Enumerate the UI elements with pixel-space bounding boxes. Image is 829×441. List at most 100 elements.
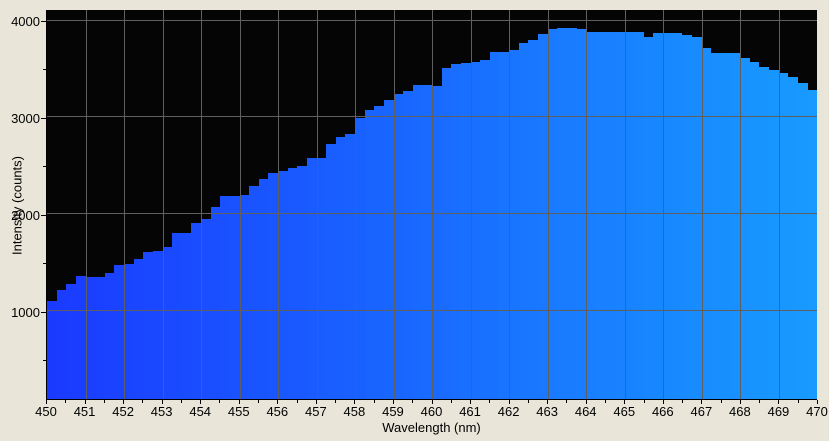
spectrum-bar	[663, 32, 673, 399]
x-minor-tick	[103, 400, 105, 403]
spectrum-bar	[634, 31, 644, 399]
spectrum-bar	[749, 62, 760, 399]
y-major-tick	[41, 311, 46, 313]
x-tick-label: 460	[420, 404, 443, 419]
vertical-gridline	[509, 10, 510, 399]
x-major-tick	[392, 400, 394, 404]
y-major-tick	[41, 214, 46, 216]
x-tick-label: 470	[806, 404, 828, 419]
vertical-gridline	[586, 10, 587, 399]
x-tick-label: 450	[35, 404, 57, 419]
spectrum-bar	[75, 276, 86, 399]
x-minor-tick	[219, 400, 221, 403]
x-tick-label: 451	[73, 404, 96, 419]
y-tick-label: 3000	[11, 110, 40, 126]
vertical-gridline	[663, 10, 664, 399]
x-minor-tick	[489, 400, 491, 403]
vertical-gridline	[393, 10, 395, 399]
x-major-tick	[200, 400, 202, 404]
spectrum-bar	[316, 158, 327, 399]
spectrum-bar	[133, 259, 144, 399]
x-minor-tick	[527, 400, 529, 403]
spectrum-bar	[720, 53, 731, 399]
x-tick-label: 455	[227, 404, 250, 419]
spectrum-bar	[326, 144, 336, 399]
spectrum-bar	[441, 68, 452, 399]
spectrum-bar	[201, 219, 211, 399]
spectrum-bar	[740, 58, 750, 399]
y-major-tick	[41, 117, 46, 119]
spectrum-bar	[355, 118, 365, 399]
x-major-tick	[701, 400, 703, 404]
vertical-gridline	[316, 10, 318, 399]
x-major-tick	[508, 400, 510, 404]
spectrum-bar	[509, 49, 519, 399]
spectrum-bar	[653, 32, 664, 399]
spectrum-bar	[229, 196, 240, 399]
spectrum-bar	[768, 69, 779, 399]
vertical-gridline	[470, 10, 472, 399]
x-tick-label: 467	[690, 404, 713, 419]
x-minor-tick	[720, 400, 722, 403]
spectrum-bar	[249, 186, 259, 399]
x-major-tick	[817, 400, 818, 404]
x-major-tick	[547, 400, 549, 404]
spectrum-bar	[518, 43, 529, 399]
spectrum-bar	[470, 61, 481, 399]
vertical-gridline	[239, 10, 241, 399]
x-major-tick	[84, 400, 86, 404]
x-tick-label: 453	[150, 404, 173, 419]
spectrum-bar	[672, 32, 683, 399]
x-tick-label: 468	[729, 404, 751, 419]
spectrum-bar	[258, 179, 269, 399]
spectrum-bar	[586, 31, 596, 399]
spectrum-bar	[104, 273, 115, 399]
spectrum-bar	[730, 53, 741, 399]
y-minor-tick	[43, 360, 46, 362]
x-major-tick	[315, 400, 317, 404]
spectrum-bar	[480, 59, 490, 399]
spectrum-bar	[605, 31, 616, 399]
x-tick-label: 463	[536, 404, 558, 419]
x-major-tick	[161, 400, 163, 404]
spectrum-bar	[682, 34, 693, 399]
x-minor-tick	[412, 400, 414, 403]
x-minor-tick	[604, 400, 606, 403]
spectrum-bar	[56, 290, 67, 399]
spectrum-bar	[460, 62, 471, 399]
spectrum-bar	[297, 166, 308, 399]
spectrum-bar	[701, 48, 712, 399]
vertical-gridline	[778, 10, 780, 399]
x-minor-tick	[373, 400, 375, 403]
y-tick-label: 1000	[11, 304, 40, 320]
vertical-gridline	[85, 10, 87, 399]
spectrum-bar	[306, 158, 317, 399]
y-tick-label: 2000	[11, 207, 40, 223]
x-major-tick	[585, 400, 587, 404]
spectrum-bar	[711, 53, 721, 399]
x-axis-title: Wavelength (nm)	[382, 420, 481, 435]
x-minor-tick	[682, 400, 684, 403]
spectrum-bar	[778, 73, 789, 399]
x-major-tick	[431, 400, 433, 404]
spectrum-bar	[691, 36, 702, 399]
grid-layer	[47, 10, 817, 399]
spectrum-bar	[788, 76, 798, 399]
spectrum-bar	[66, 284, 77, 399]
spectrum-bar	[614, 31, 625, 399]
x-tick-label: 452	[112, 404, 134, 419]
x-tick-label: 465	[613, 404, 636, 419]
vertical-gridline	[624, 10, 626, 399]
x-minor-tick	[566, 400, 568, 403]
vertical-gridline	[432, 10, 433, 399]
x-minor-tick	[450, 400, 452, 403]
spectrum-bar	[210, 207, 221, 399]
spectrum-bar	[595, 31, 606, 399]
vertical-gridline	[162, 10, 164, 399]
x-tick-label: 469	[767, 404, 790, 419]
vertical-gridline	[547, 10, 549, 399]
y-major-tick	[41, 20, 46, 22]
x-tick-label: 457	[304, 404, 327, 419]
